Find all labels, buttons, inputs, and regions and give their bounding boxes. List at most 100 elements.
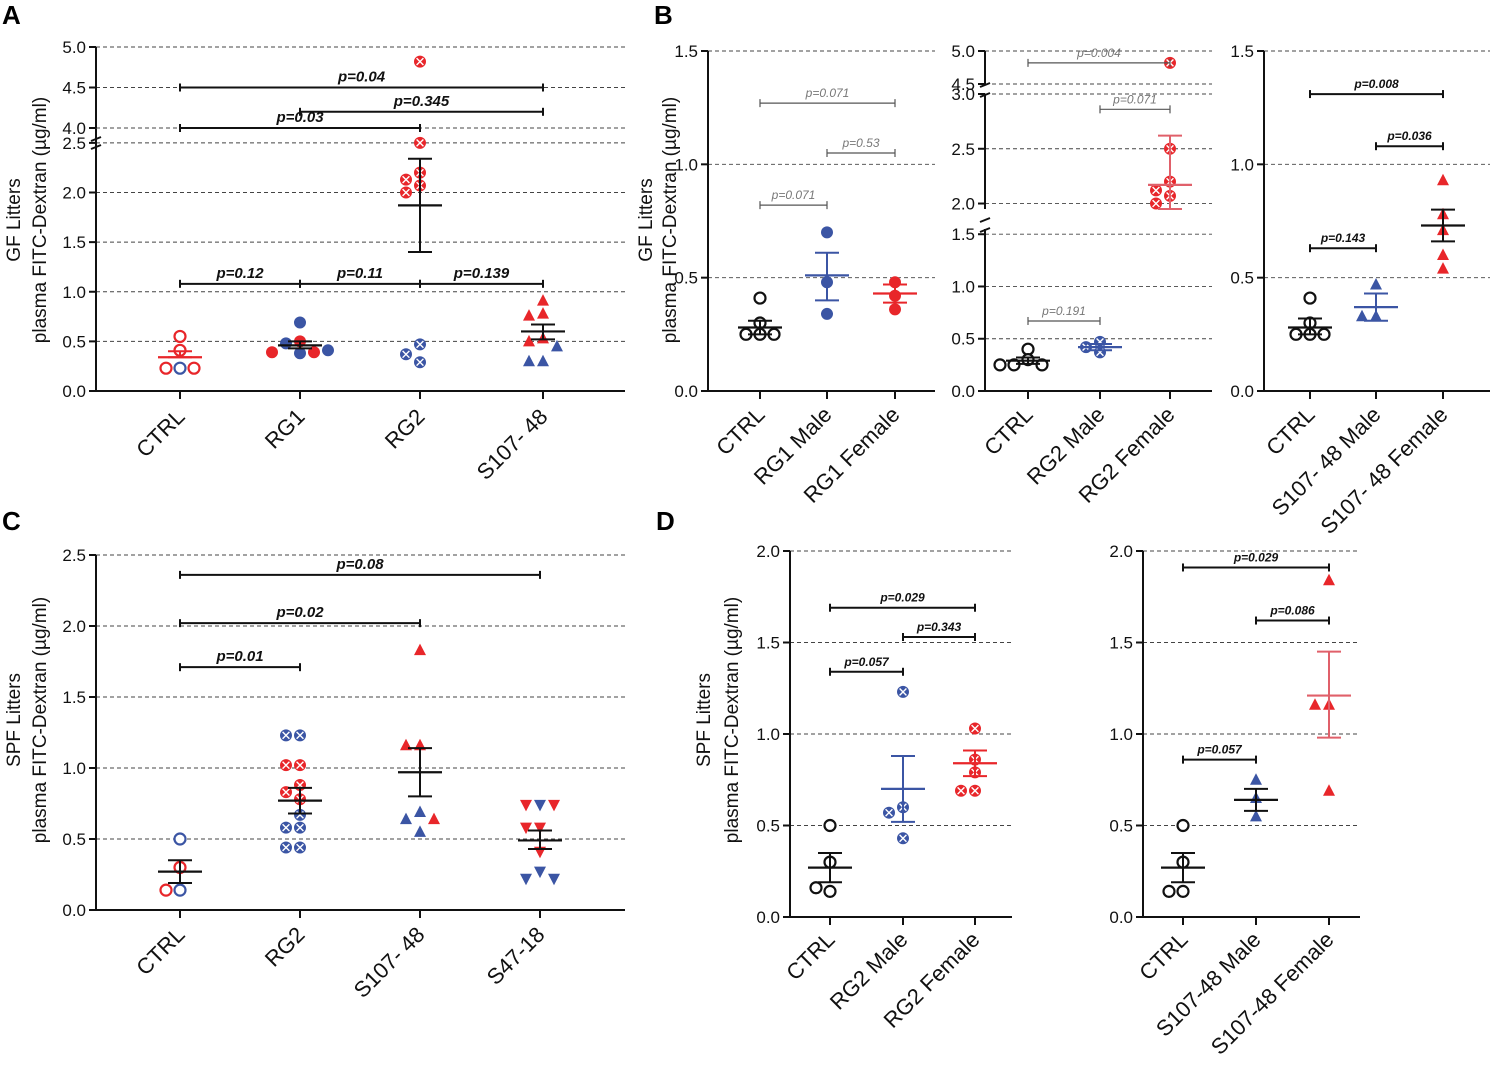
y-tick-label: 1.5 [62, 233, 86, 252]
p-value-label: p=0.029 [1233, 550, 1279, 564]
significance-bracket: p=0.191 [1027, 304, 1101, 325]
p-value-label: p=0.139 [453, 265, 510, 282]
data-point-0 [823, 818, 837, 833]
p-value-label: p=0.029 [879, 591, 925, 605]
y-tick-label: 1.5 [756, 634, 780, 653]
p-value-label: p=0.08 [335, 556, 384, 573]
y-tick-label: 1.5 [674, 42, 698, 61]
data-point-9 [280, 786, 292, 799]
data-point-4 [187, 361, 201, 375]
data-point-7 [1356, 309, 1368, 322]
data-point-12 [294, 821, 306, 834]
data-point-3 [159, 361, 173, 375]
mean-sem-bar [518, 829, 562, 850]
axis-break-mark [979, 92, 991, 98]
p-value-label: p=0.143 [1320, 231, 1366, 245]
p-value-label: p=0.02 [275, 604, 324, 621]
data-point-6 [883, 806, 895, 819]
axis-break-mark [90, 144, 102, 150]
y-tick-label: 4.5 [62, 79, 86, 98]
data-point-15 [400, 173, 412, 186]
y-tick-label: 0.0 [756, 908, 780, 927]
data-point-11 [969, 784, 981, 797]
data-point-20 [400, 812, 412, 825]
mean-sem-bar [278, 340, 322, 350]
data-point-8 [1437, 173, 1449, 186]
significance-bracket: p=0.01 [179, 648, 301, 672]
data-point-7 [897, 832, 909, 845]
y-tick-label: 2.0 [756, 542, 780, 561]
mean-sem-bar [881, 754, 925, 823]
data-point-7 [280, 337, 292, 350]
axis-break-mark [90, 136, 102, 142]
y-tick-label: 1.5 [62, 688, 86, 707]
data-point-27 [523, 354, 535, 367]
x-category-label: CTRL [1261, 402, 1319, 460]
significance-bracket: p=0.02 [179, 604, 421, 628]
data-point-8 [969, 722, 981, 735]
data-point-cross [971, 786, 979, 795]
data-point-31 [548, 873, 560, 886]
mean-sem-bar [398, 157, 442, 254]
data-point-cross [402, 175, 410, 184]
data-point-3 [1162, 884, 1176, 898]
data-point-cross [416, 138, 424, 147]
p-value-label: p=0.343 [916, 620, 962, 634]
data-point-17 [400, 186, 412, 199]
y-axis-title-line2: plasma FITC-Dextran (µg/ml) [30, 97, 51, 343]
y-tick-label: 2.0 [62, 184, 86, 203]
chart-panel-a: 0.0 0.5 1.0 1.5 2.0 2.54.0 4.5 5.0 CTRL RG1 RG2 S10… [4, 38, 625, 485]
data-point-10 [889, 303, 901, 316]
data-point-cross [296, 761, 304, 770]
data-point-cross [296, 843, 304, 852]
mean-sem-bar [1288, 317, 1332, 336]
data-point-5 [294, 316, 306, 329]
y-axis-title-line2: plasma FITC-Dextran (µg/ml) [722, 597, 743, 843]
data-point-25 [523, 334, 535, 347]
p-value-label: p=0.191 [1041, 304, 1086, 318]
mean-sem-bar [278, 786, 322, 815]
mean-sem-bar [808, 851, 852, 884]
significance-bracket: p=0.139 [419, 265, 544, 288]
data-point-20 [414, 356, 426, 369]
data-point-13 [280, 821, 292, 834]
data-point-5 [821, 226, 833, 239]
y-axis-title-line1: SPF Litters [4, 673, 25, 767]
y-tick-label: 4.0 [62, 119, 86, 138]
data-point-0 [753, 291, 767, 305]
y-axis-title-line1: SPF Litters [694, 673, 715, 767]
y-tick-label: 2.0 [1109, 542, 1133, 561]
data-point-29 [534, 866, 546, 879]
y-tick-label: 0.0 [1230, 382, 1254, 401]
p-value-label: p=0.11 [336, 265, 383, 282]
p-value-label: p=0.004 [1076, 46, 1121, 60]
x-category-label: S47-18 [482, 922, 550, 990]
x-category-label: CTRL [131, 922, 189, 980]
y-tick-label: 0.5 [1109, 817, 1133, 836]
panel-letter-c: C [2, 506, 21, 536]
data-point-cross [885, 808, 893, 817]
y-tick-label: 5.0 [951, 42, 975, 61]
mean-sem-bar [805, 251, 849, 302]
p-value-label: p=0.12 [215, 265, 264, 282]
data-point-23 [534, 799, 546, 812]
data-point-2 [173, 883, 187, 897]
data-point-2 [1176, 884, 1190, 898]
p-value-label: p=0.036 [1386, 129, 1432, 143]
axis-break-mark [979, 227, 991, 233]
y-tick-label: 0.5 [62, 830, 86, 849]
mean-sem-bar [1307, 650, 1351, 739]
p-value-label: p=0.008 [1353, 77, 1399, 91]
data-point-24 [520, 799, 532, 812]
data-point-cross [416, 358, 424, 367]
x-category-label: S107- 48 Female [1316, 402, 1453, 539]
data-point-cross [282, 731, 290, 740]
y-tick-label: 1.0 [756, 725, 780, 744]
y-tick-label: 0.0 [1109, 908, 1133, 927]
